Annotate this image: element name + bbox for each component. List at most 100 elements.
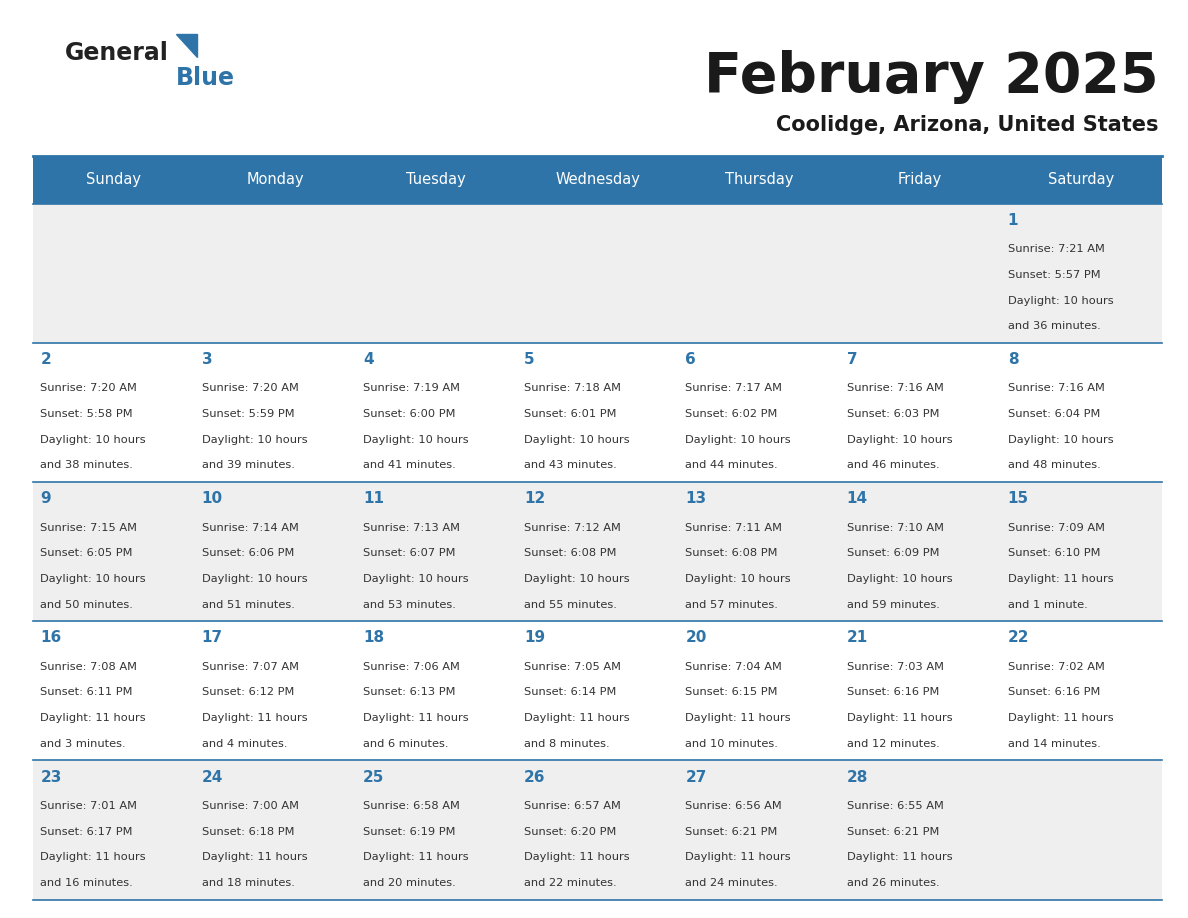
Text: 3: 3 <box>202 353 213 367</box>
Text: 23: 23 <box>40 769 62 785</box>
Text: 28: 28 <box>847 769 868 785</box>
Text: General: General <box>65 41 169 65</box>
Text: Sunset: 6:03 PM: Sunset: 6:03 PM <box>847 409 939 419</box>
Text: and 8 minutes.: and 8 minutes. <box>524 739 609 749</box>
Text: Daylight: 11 hours: Daylight: 11 hours <box>40 852 146 862</box>
Text: 27: 27 <box>685 769 707 785</box>
Text: Daylight: 10 hours: Daylight: 10 hours <box>524 574 630 584</box>
Text: Sunrise: 6:58 AM: Sunrise: 6:58 AM <box>362 800 460 811</box>
Text: Daylight: 10 hours: Daylight: 10 hours <box>685 574 791 584</box>
Text: Sunrise: 7:02 AM: Sunrise: 7:02 AM <box>1007 662 1105 672</box>
Text: 8: 8 <box>1007 353 1018 367</box>
Text: Daylight: 10 hours: Daylight: 10 hours <box>362 435 468 444</box>
Text: 21: 21 <box>847 631 867 645</box>
Text: 12: 12 <box>524 491 545 507</box>
Text: Daylight: 11 hours: Daylight: 11 hours <box>524 852 630 862</box>
Text: Daylight: 10 hours: Daylight: 10 hours <box>202 574 308 584</box>
Text: Sunset: 6:21 PM: Sunset: 6:21 PM <box>685 826 778 836</box>
Text: Daylight: 11 hours: Daylight: 11 hours <box>847 852 952 862</box>
Bar <box>33 482 1162 621</box>
Text: Daylight: 10 hours: Daylight: 10 hours <box>524 435 630 444</box>
Text: and 3 minutes.: and 3 minutes. <box>40 739 126 749</box>
Text: and 44 minutes.: and 44 minutes. <box>685 461 778 470</box>
Text: 13: 13 <box>685 491 707 507</box>
Text: Sunset: 6:04 PM: Sunset: 6:04 PM <box>1007 409 1100 419</box>
Text: and 50 minutes.: and 50 minutes. <box>40 599 133 610</box>
Text: Sunrise: 7:03 AM: Sunrise: 7:03 AM <box>847 662 943 672</box>
Text: and 24 minutes.: and 24 minutes. <box>685 878 778 888</box>
Text: Sunset: 6:15 PM: Sunset: 6:15 PM <box>685 688 778 698</box>
Text: Daylight: 10 hours: Daylight: 10 hours <box>847 435 952 444</box>
Text: Sunset: 6:21 PM: Sunset: 6:21 PM <box>847 826 939 836</box>
Text: Sunrise: 7:09 AM: Sunrise: 7:09 AM <box>1007 522 1105 532</box>
Text: and 20 minutes.: and 20 minutes. <box>362 878 456 888</box>
Text: Sunset: 6:18 PM: Sunset: 6:18 PM <box>202 826 295 836</box>
Text: Sunrise: 7:06 AM: Sunrise: 7:06 AM <box>362 662 460 672</box>
Text: 19: 19 <box>524 631 545 645</box>
Text: Sunset: 6:08 PM: Sunset: 6:08 PM <box>524 548 617 558</box>
Text: and 1 minute.: and 1 minute. <box>1007 599 1087 610</box>
Text: Sunset: 5:58 PM: Sunset: 5:58 PM <box>40 409 133 419</box>
Text: and 57 minutes.: and 57 minutes. <box>685 599 778 610</box>
Text: Sunrise: 7:13 AM: Sunrise: 7:13 AM <box>362 522 460 532</box>
Text: and 55 minutes.: and 55 minutes. <box>524 599 617 610</box>
Text: Daylight: 10 hours: Daylight: 10 hours <box>40 435 146 444</box>
Text: Sunset: 6:08 PM: Sunset: 6:08 PM <box>685 548 778 558</box>
Text: 26: 26 <box>524 769 545 785</box>
Text: Daylight: 11 hours: Daylight: 11 hours <box>685 852 791 862</box>
Text: Sunset: 6:12 PM: Sunset: 6:12 PM <box>202 688 293 698</box>
Text: Sunrise: 7:21 AM: Sunrise: 7:21 AM <box>1007 244 1105 254</box>
Text: 20: 20 <box>685 631 707 645</box>
Text: Sunrise: 7:20 AM: Sunrise: 7:20 AM <box>40 384 138 393</box>
Text: Sunset: 5:57 PM: Sunset: 5:57 PM <box>1007 270 1100 280</box>
Text: Daylight: 11 hours: Daylight: 11 hours <box>847 713 952 723</box>
Text: Sunrise: 7:17 AM: Sunrise: 7:17 AM <box>685 384 783 393</box>
Text: Tuesday: Tuesday <box>406 173 466 187</box>
Bar <box>33 156 1162 204</box>
Text: Sunrise: 7:15 AM: Sunrise: 7:15 AM <box>40 522 138 532</box>
Text: Sunset: 6:01 PM: Sunset: 6:01 PM <box>524 409 617 419</box>
Text: and 10 minutes.: and 10 minutes. <box>685 739 778 749</box>
Text: 11: 11 <box>362 491 384 507</box>
Text: Daylight: 10 hours: Daylight: 10 hours <box>40 574 146 584</box>
Text: Sunrise: 7:08 AM: Sunrise: 7:08 AM <box>40 662 138 672</box>
Text: Sunrise: 6:56 AM: Sunrise: 6:56 AM <box>685 800 782 811</box>
Text: Sunset: 6:09 PM: Sunset: 6:09 PM <box>847 548 939 558</box>
Text: Sunset: 6:16 PM: Sunset: 6:16 PM <box>847 688 939 698</box>
Text: Sunrise: 6:55 AM: Sunrise: 6:55 AM <box>847 800 943 811</box>
Text: Thursday: Thursday <box>725 173 794 187</box>
Bar <box>33 204 1162 343</box>
Text: Daylight: 11 hours: Daylight: 11 hours <box>362 852 468 862</box>
Text: Blue: Blue <box>176 66 235 90</box>
Text: Daylight: 11 hours: Daylight: 11 hours <box>40 713 146 723</box>
Text: Friday: Friday <box>898 173 942 187</box>
Text: Sunset: 5:59 PM: Sunset: 5:59 PM <box>202 409 295 419</box>
Text: 16: 16 <box>40 631 62 645</box>
Text: Daylight: 10 hours: Daylight: 10 hours <box>847 574 952 584</box>
Text: 1: 1 <box>1007 213 1018 228</box>
Text: and 18 minutes.: and 18 minutes. <box>202 878 295 888</box>
Text: Sunrise: 6:57 AM: Sunrise: 6:57 AM <box>524 800 621 811</box>
Text: Daylight: 11 hours: Daylight: 11 hours <box>1007 574 1113 584</box>
Text: and 48 minutes.: and 48 minutes. <box>1007 461 1100 470</box>
Text: February 2025: February 2025 <box>703 50 1158 105</box>
Text: Sunrise: 7:18 AM: Sunrise: 7:18 AM <box>524 384 621 393</box>
Text: Sunrise: 7:01 AM: Sunrise: 7:01 AM <box>40 800 138 811</box>
Text: 25: 25 <box>362 769 384 785</box>
Text: Monday: Monday <box>246 173 304 187</box>
Text: and 16 minutes.: and 16 minutes. <box>40 878 133 888</box>
Text: 5: 5 <box>524 353 535 367</box>
Text: Daylight: 10 hours: Daylight: 10 hours <box>685 435 791 444</box>
Text: 18: 18 <box>362 631 384 645</box>
Bar <box>33 621 1162 760</box>
Text: Sunrise: 7:19 AM: Sunrise: 7:19 AM <box>362 384 460 393</box>
Text: and 59 minutes.: and 59 minutes. <box>847 599 940 610</box>
Text: Sunset: 6:13 PM: Sunset: 6:13 PM <box>362 688 455 698</box>
Text: Sunday: Sunday <box>87 173 141 187</box>
Text: Sunset: 6:11 PM: Sunset: 6:11 PM <box>40 688 133 698</box>
Text: and 14 minutes.: and 14 minutes. <box>1007 739 1100 749</box>
Text: 17: 17 <box>202 631 222 645</box>
Text: and 43 minutes.: and 43 minutes. <box>524 461 617 470</box>
Text: Sunrise: 7:11 AM: Sunrise: 7:11 AM <box>685 522 783 532</box>
Text: Daylight: 10 hours: Daylight: 10 hours <box>1007 435 1113 444</box>
